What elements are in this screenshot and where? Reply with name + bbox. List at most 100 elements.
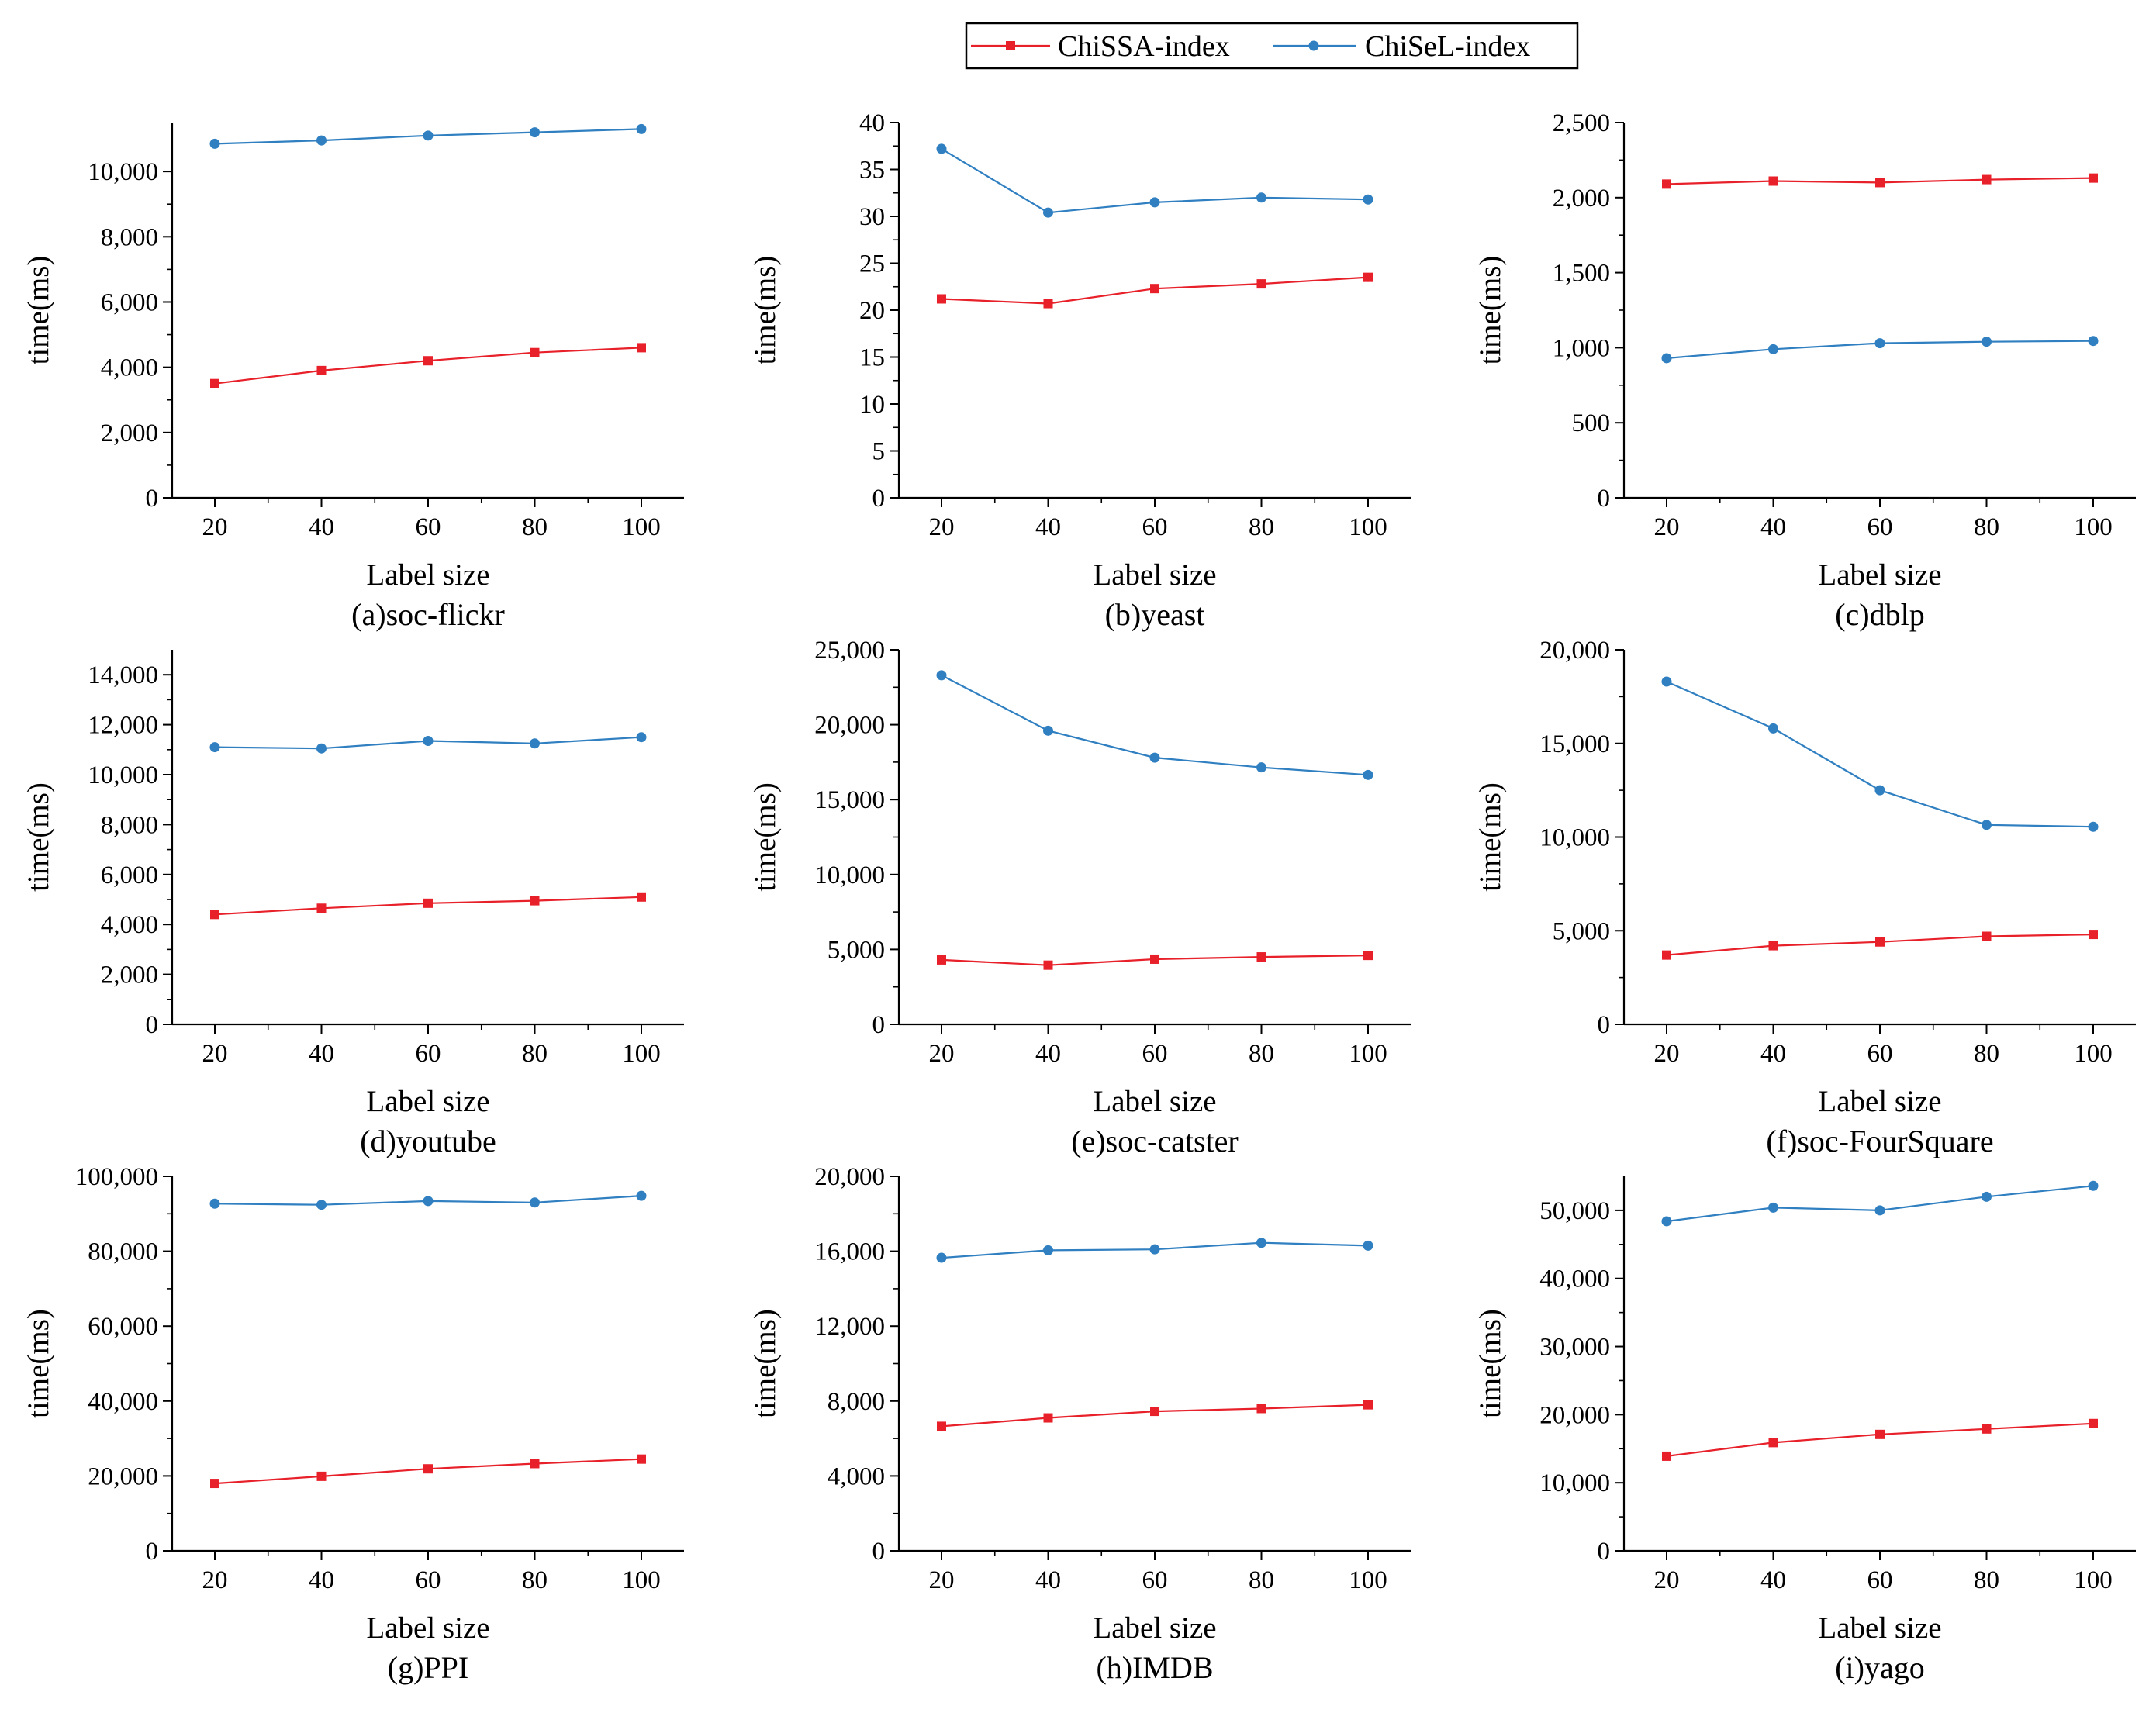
data-point-chissa-index	[637, 343, 646, 353]
x-tick-label: 60	[416, 513, 441, 541]
y-tick-label: 10,000	[814, 862, 885, 889]
x-axis-title: Label size	[366, 558, 489, 592]
x-axis-title: Label size	[1093, 1611, 1216, 1645]
y-tick-label: 5,000	[828, 936, 885, 964]
x-tick-label: 20	[202, 1566, 228, 1594]
data-point-chisel-index	[636, 1190, 647, 1201]
x-tick-label: 80	[522, 1566, 548, 1594]
x-tick-label: 40	[1035, 1566, 1061, 1594]
x-tick-label: 80	[1249, 1566, 1274, 1594]
chart-caption: (d)youtube	[360, 1124, 496, 1158]
x-tick-label: 20	[202, 513, 228, 541]
x-tick-label: 80	[1974, 513, 1999, 541]
x-tick-label: 100	[622, 1040, 661, 1068]
legend-swatch-marker-chissa	[1006, 41, 1015, 50]
y-tick-label: 50,000	[1539, 1197, 1610, 1225]
y-tick-label: 35	[859, 157, 885, 185]
x-tick-label: 40	[309, 1566, 334, 1594]
legend-frame	[965, 22, 1579, 70]
y-tick-label: 4,000	[101, 354, 158, 382]
data-point-chissa-index	[1875, 1429, 1885, 1439]
data-point-chissa-index	[1662, 179, 1671, 189]
y-tick-label: 0	[146, 1538, 159, 1566]
x-axis-title: Label size	[366, 1611, 489, 1645]
y-tick-label: 6,000	[101, 288, 158, 316]
x-tick-label: 60	[416, 1566, 441, 1594]
y-tick-label: 12,000	[88, 712, 158, 740]
data-point-chisel-index	[1874, 1205, 1885, 1216]
x-axis-title: Label size	[366, 1085, 489, 1118]
data-point-chissa-index	[2089, 1418, 2098, 1428]
data-point-chissa-index	[316, 365, 327, 375]
x-tick-label: 60	[416, 1040, 441, 1068]
data-point-chisel-index	[2088, 821, 2099, 832]
y-tick-label: 2,000	[101, 420, 158, 447]
data-point-chissa-index	[1875, 178, 1885, 188]
x-tick-label: 20	[929, 1566, 955, 1594]
x-tick-label: 60	[1867, 1040, 1893, 1068]
y-tick-label: 20,000	[814, 712, 885, 740]
y-axis-title: time(ms)	[1474, 1309, 1507, 1418]
y-tick-label: 1,500	[1553, 260, 1610, 288]
data-point-chisel-index	[1149, 197, 1160, 208]
y-tick-label: 4,000	[101, 911, 158, 939]
data-point-chisel-index	[209, 138, 220, 149]
x-tick-label: 60	[1867, 513, 1893, 541]
data-point-chissa-index	[1043, 1413, 1053, 1423]
y-axis-title: time(ms)	[22, 1309, 55, 1418]
x-axis-title: Label size	[1818, 1611, 1941, 1645]
data-point-chissa-index	[316, 1471, 327, 1481]
y-tick-label: 20,000	[814, 1163, 885, 1191]
chart-caption: (b)yeast	[1105, 597, 1205, 632]
y-tick-label: 5,000	[1553, 917, 1610, 945]
y-axis-title: time(ms)	[22, 256, 55, 365]
chart-caption: (a)soc-flickr	[351, 597, 505, 632]
chart-caption: (c)dblp	[1835, 597, 1925, 632]
x-tick-label: 100	[1349, 1566, 1387, 1594]
x-tick-label: 60	[1142, 1040, 1168, 1068]
data-point-chisel-index	[1256, 762, 1266, 773]
x-tick-label: 40	[1035, 1040, 1061, 1068]
data-point-chissa-index	[1256, 952, 1266, 962]
series-line-chisel-index	[1666, 681, 2094, 828]
x-tick-label: 20	[202, 1040, 228, 1068]
x-tick-label: 60	[1867, 1566, 1893, 1594]
data-point-chissa-index	[1363, 951, 1373, 961]
y-tick-label: 4,000	[828, 1462, 885, 1490]
data-point-chisel-index	[530, 738, 540, 749]
y-tick-label: 8,000	[101, 223, 158, 251]
data-point-chisel-index	[1363, 769, 1373, 780]
data-point-chissa-index	[937, 1421, 946, 1431]
data-point-chisel-index	[2088, 336, 2099, 347]
data-point-chisel-index	[530, 127, 540, 138]
x-axis-title: Label size	[1093, 1085, 1216, 1118]
y-tick-label: 25	[859, 250, 885, 278]
y-axis-title: time(ms)	[22, 782, 55, 892]
chart-h-imdb: 20 40 60 80 100 0 4,000 8,000 12,000 16,000 20,000…	[748, 1163, 1411, 1685]
y-tick-label: 25,000	[814, 637, 885, 665]
x-tick-label: 100	[2074, 1566, 2113, 1594]
y-tick-label: 0	[1598, 1538, 1611, 1566]
y-axis-title: time(ms)	[748, 256, 782, 365]
data-point-chissa-index	[1662, 950, 1671, 960]
y-tick-label: 12,000	[814, 1313, 885, 1341]
x-tick-label: 100	[1349, 513, 1387, 541]
data-point-chisel-index	[1149, 1244, 1160, 1255]
data-point-chisel-index	[1982, 820, 1992, 830]
data-point-chissa-index	[1768, 176, 1778, 186]
data-point-chisel-index	[1363, 194, 1373, 205]
data-point-chissa-index	[423, 356, 433, 366]
data-point-chissa-index	[1768, 1438, 1778, 1448]
x-tick-label: 80	[1249, 513, 1274, 541]
y-tick-label: 14,000	[88, 661, 158, 689]
x-tick-label: 100	[2074, 513, 2113, 541]
x-tick-label: 100	[622, 513, 661, 541]
y-tick-label: 10	[859, 391, 885, 419]
data-point-chisel-index	[2088, 1180, 2099, 1191]
x-tick-label: 40	[309, 513, 334, 541]
data-point-chisel-index	[636, 123, 647, 134]
data-point-chissa-index	[637, 1454, 646, 1464]
y-tick-label: 6,000	[101, 862, 158, 889]
data-point-chissa-index	[2089, 930, 2098, 940]
x-tick-label: 20	[1654, 513, 1680, 541]
